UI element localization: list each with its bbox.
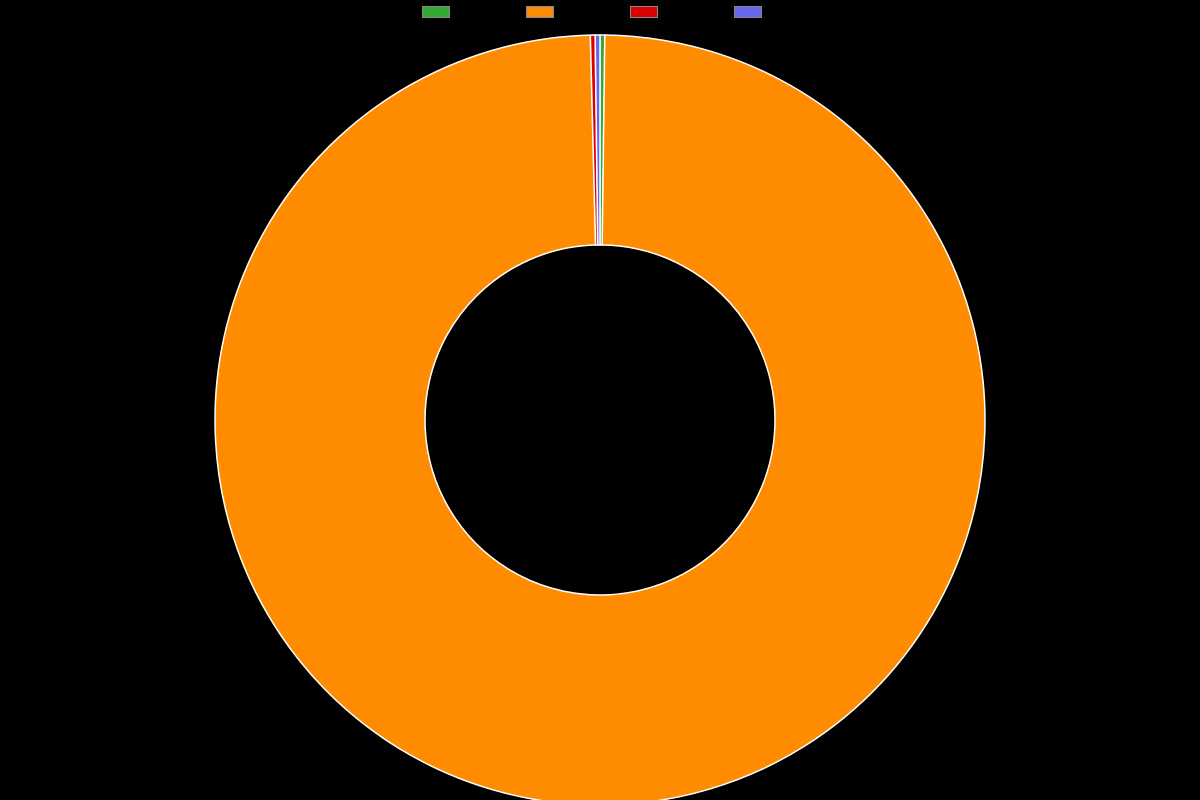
donut-chart-wrap (0, 20, 1200, 800)
chart-container (0, 0, 1200, 800)
donut-chart (0, 10, 1200, 800)
donut-slices (215, 35, 985, 800)
